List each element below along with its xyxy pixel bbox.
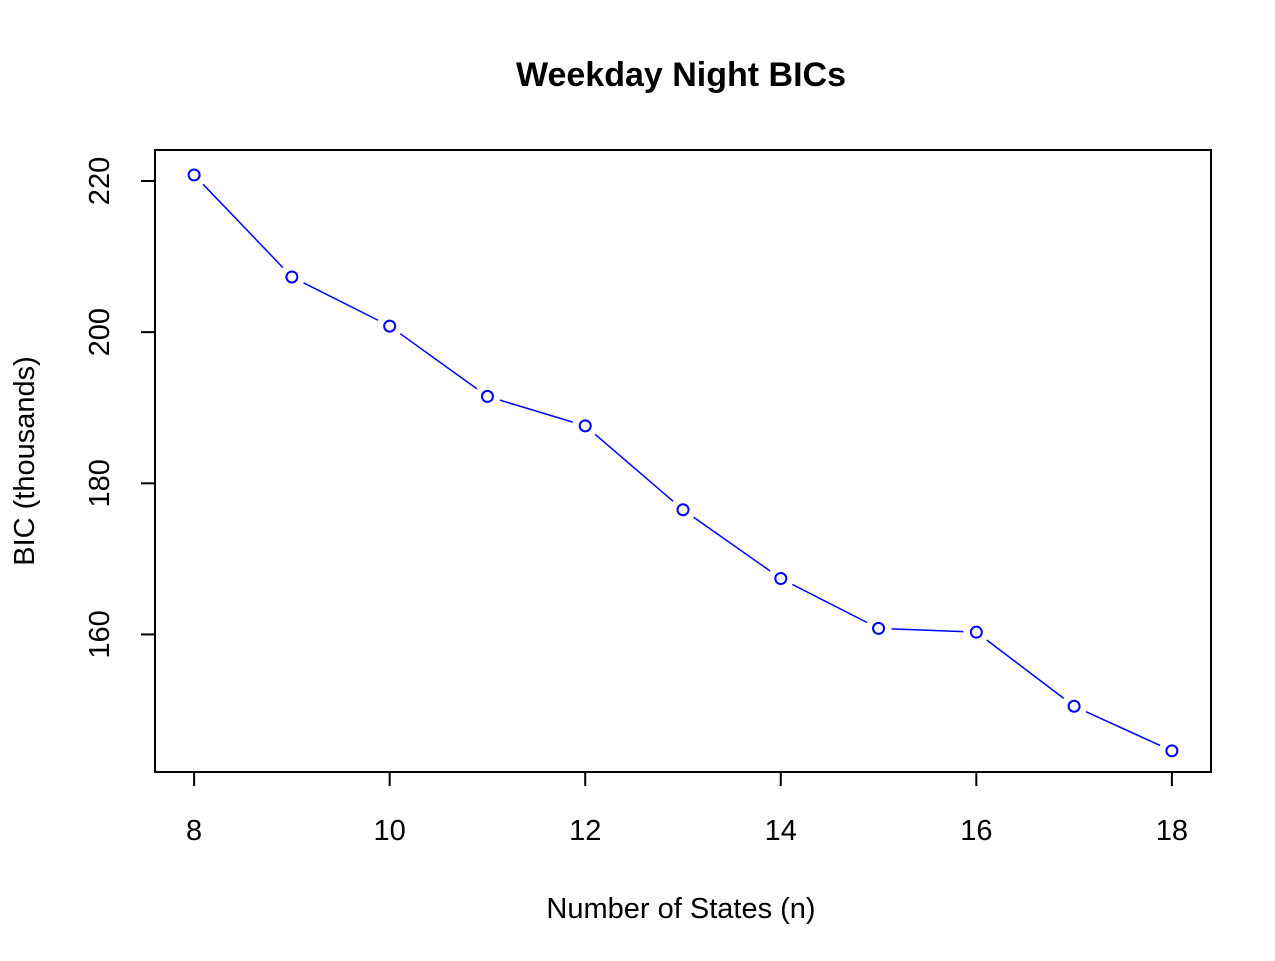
x-tick-label: 10 [374,815,406,847]
data-point [187,168,201,182]
x-tick-label: 18 [1156,815,1188,847]
data-point [872,621,886,635]
series-line-segment [594,433,674,502]
chart-title: Weekday Night BICs [516,56,846,94]
series-line-segment [499,399,573,423]
data-point [774,572,788,586]
data-point [383,319,397,333]
y-ticks: 160 180 200 220 [84,157,155,659]
series-line-segment [303,282,379,321]
series-line-segment [202,183,284,269]
data-point [1165,744,1179,758]
y-tick-label: 220 [84,157,116,205]
data-point [285,270,299,284]
series-line-segment [792,583,868,624]
plot-frame [154,149,1212,773]
y-tick-label: 180 [84,459,116,507]
x-axis-label: Number of States (n) [546,893,815,925]
series-line-segment [693,516,771,572]
series-points [187,168,1179,758]
x-tick-label: 8 [186,815,202,847]
series-line-segment [1085,710,1161,747]
series-line-segment [399,333,478,390]
series-line-segment [986,639,1065,699]
data-point [969,625,983,639]
series-lines [202,183,1161,747]
y-tick-label: 200 [84,308,116,356]
data-point [1067,699,1081,713]
data-point [578,419,592,433]
x-tick-label: 16 [960,815,992,847]
x-tick-label: 14 [765,815,797,847]
x-ticks: 8 10 12 14 16 18 [186,772,1188,847]
data-point [676,503,690,517]
series-line-segment [891,628,964,633]
data-point [480,389,494,403]
x-tick-label: 12 [569,815,601,847]
y-axis-label: BIC (thousands) [9,356,41,566]
y-tick-label: 160 [84,610,116,658]
